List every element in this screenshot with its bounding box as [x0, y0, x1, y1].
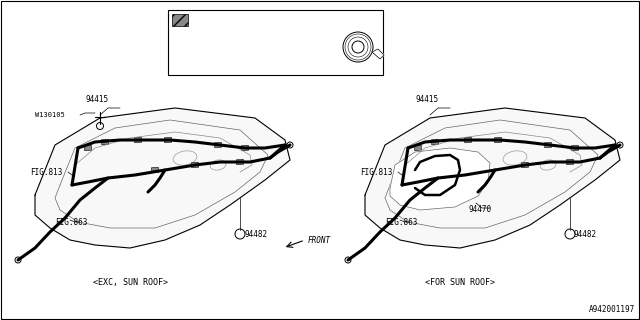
Polygon shape: [522, 162, 529, 168]
Text: Please cut it according to: Please cut it according to: [172, 38, 292, 47]
Polygon shape: [544, 142, 552, 148]
Polygon shape: [241, 145, 249, 151]
Bar: [168, 10, 383, 75]
Polygon shape: [151, 167, 159, 173]
Text: 94415: 94415: [415, 95, 438, 104]
Polygon shape: [236, 159, 244, 165]
Polygon shape: [134, 137, 141, 143]
Polygon shape: [421, 167, 429, 173]
Text: 94482: 94482: [244, 230, 267, 239]
Polygon shape: [372, 49, 384, 59]
Polygon shape: [365, 108, 620, 248]
Bar: [172, 14, 188, 26]
Text: 94499: 94499: [192, 14, 219, 23]
Text: <FOR SUN ROOF>: <FOR SUN ROOF>: [425, 278, 495, 287]
Text: W130105: W130105: [35, 112, 65, 118]
Polygon shape: [572, 145, 579, 151]
Text: FIG.863: FIG.863: [55, 218, 88, 227]
Polygon shape: [35, 108, 290, 248]
Polygon shape: [214, 142, 221, 148]
Text: FIG.813: FIG.813: [30, 168, 62, 177]
Polygon shape: [566, 159, 573, 165]
Text: Length of the 94499 is 50m.: Length of the 94499 is 50m.: [172, 28, 297, 37]
Polygon shape: [464, 137, 472, 143]
Polygon shape: [390, 148, 490, 210]
Text: 94470: 94470: [468, 205, 491, 214]
Text: FIG.813: FIG.813: [360, 168, 392, 177]
Polygon shape: [84, 145, 92, 151]
Polygon shape: [191, 162, 198, 168]
Polygon shape: [414, 145, 422, 151]
Polygon shape: [494, 137, 502, 143]
Text: 94482: 94482: [574, 230, 597, 239]
Text: FRONT: FRONT: [308, 236, 331, 245]
Polygon shape: [451, 185, 459, 191]
Polygon shape: [101, 139, 109, 145]
Text: <EXC, SUN ROOF>: <EXC, SUN ROOF>: [93, 278, 168, 287]
Text: 94415: 94415: [85, 95, 108, 104]
Text: A942001197: A942001197: [589, 305, 635, 314]
Polygon shape: [164, 137, 172, 143]
Polygon shape: [431, 139, 438, 145]
Text: FIG.863: FIG.863: [385, 218, 417, 227]
Text: necessary length.: necessary length.: [172, 48, 251, 57]
Polygon shape: [446, 162, 454, 168]
Polygon shape: [481, 167, 489, 173]
